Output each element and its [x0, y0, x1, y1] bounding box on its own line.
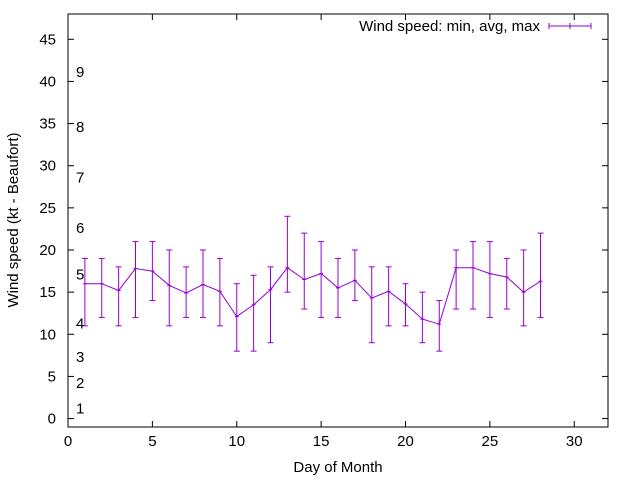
series-layer — [81, 215, 544, 352]
series-line — [84, 267, 541, 325]
legend: Wind speed: min, avg, max — [359, 18, 592, 35]
beaufort-label: 1 — [76, 400, 84, 417]
beaufort-label: 4 — [76, 315, 84, 332]
x-tick-label: 0 — [64, 433, 72, 450]
beaufort-label: 3 — [76, 349, 84, 366]
beaufort-label: 6 — [76, 220, 84, 237]
x-tick-label: 25 — [482, 433, 499, 450]
beaufort-label: 2 — [76, 375, 84, 392]
y-tick-label: 20 — [39, 242, 56, 259]
beaufort-label: 9 — [76, 64, 84, 81]
plot-frame — [67, 13, 609, 428]
x-tick-label: 20 — [397, 433, 414, 450]
x-tick-label: 10 — [228, 433, 245, 450]
x-tick-label: 30 — [566, 433, 583, 450]
y-tick-label: 30 — [39, 158, 56, 175]
y-tick-label: 5 — [48, 368, 56, 385]
y-tick-label: 40 — [39, 73, 56, 90]
x-axis-title: Day of Month — [293, 459, 382, 476]
beaufort-labels: 1 2 3 4 5 6 7 8 9 — [76, 64, 84, 417]
y-tick-label: 25 — [39, 200, 56, 217]
y-tick-label: 10 — [39, 326, 56, 343]
y-tick-label: 0 — [48, 411, 56, 428]
beaufort-label: 7 — [76, 170, 84, 187]
y-tick-label: 35 — [39, 116, 56, 133]
y-axis-title: Wind speed (kt - Beaufort) — [5, 132, 22, 307]
y-tick-label: 45 — [39, 31, 56, 48]
beaufort-label: 8 — [76, 119, 84, 136]
x-tick-label: 5 — [148, 433, 156, 450]
legend-label: Wind speed: min, avg, max — [359, 18, 540, 35]
beaufort-label: 5 — [76, 266, 84, 283]
x-tick-label: 15 — [313, 433, 330, 450]
x-axis: 0 5 10 15 20 25 30 — [64, 14, 583, 450]
y-tick-label: 15 — [39, 284, 56, 301]
